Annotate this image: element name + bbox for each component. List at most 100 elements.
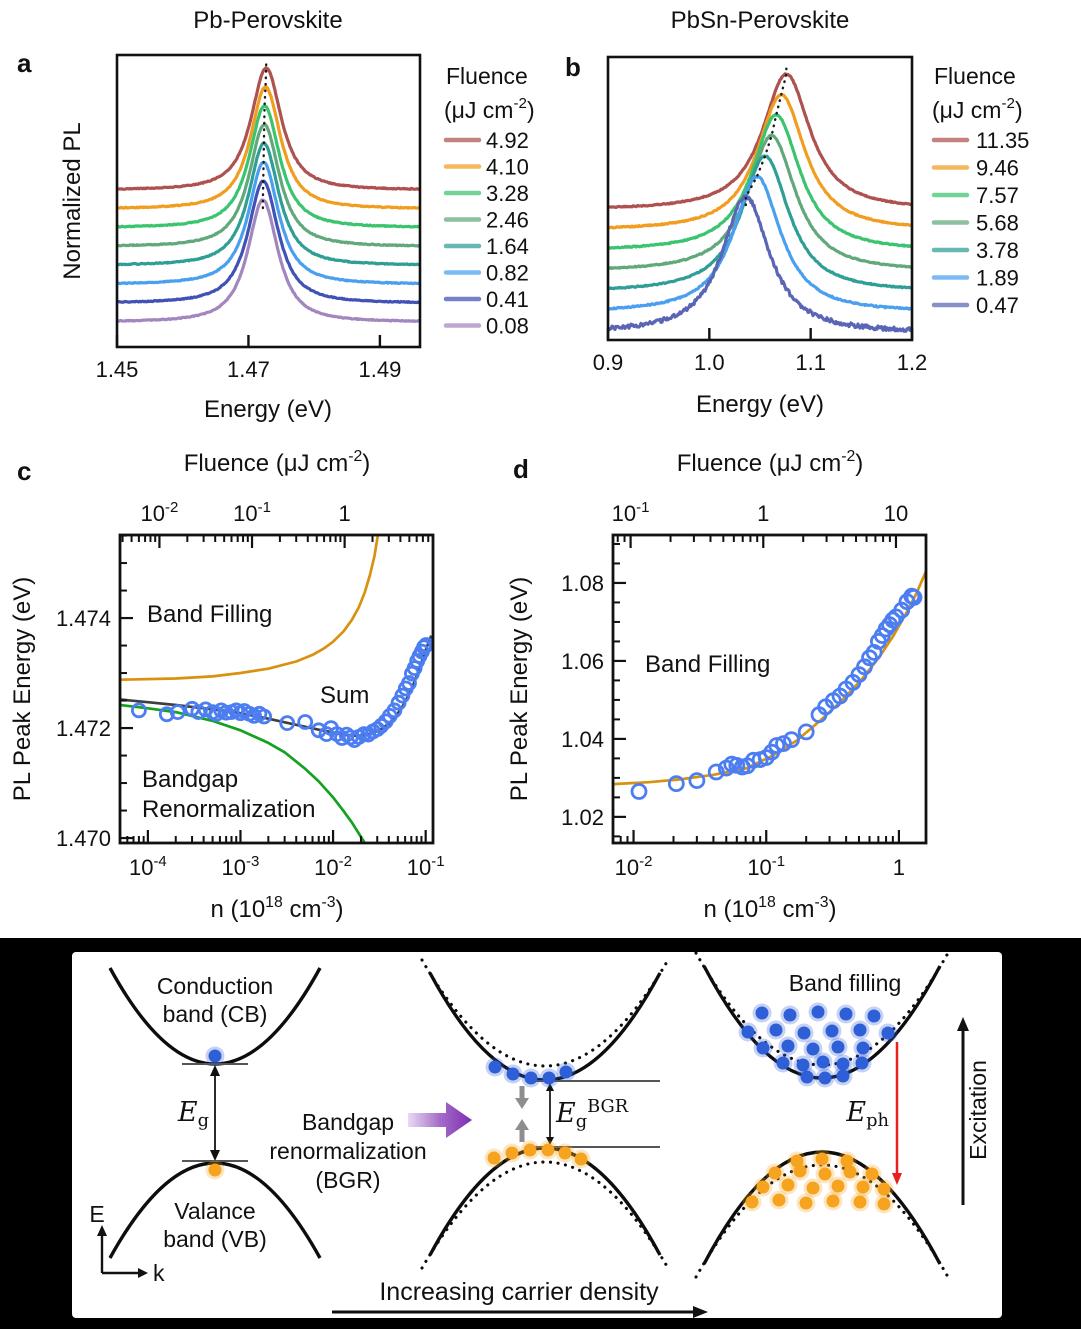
fit-curve-band-filling bbox=[120, 535, 380, 682]
hole-dot bbox=[523, 1143, 537, 1157]
vb-parabola-right-solid bbox=[702, 1150, 942, 1265]
pl-curve-7.57 bbox=[608, 113, 912, 250]
data-point bbox=[416, 639, 432, 656]
electron-dot bbox=[811, 1005, 825, 1019]
peak-shift-guide bbox=[261, 60, 268, 210]
hole-dot bbox=[799, 1196, 813, 1210]
hole-dot bbox=[853, 1195, 867, 1209]
panel-d-ylabel: PL Peak Energy (eV) bbox=[506, 577, 533, 802]
electron-dot bbox=[741, 1025, 755, 1039]
x-tick-label: 1.45 bbox=[96, 357, 139, 382]
electron-dot bbox=[797, 1026, 811, 1040]
electron-dot bbox=[856, 1041, 870, 1055]
pl-curve-11.35 bbox=[608, 72, 912, 210]
panel-b-plot: 0.9 1.0 1.1 1.2 11.35 9.467.57 5.683.78 1.890.4… bbox=[593, 55, 1029, 375]
energy-axis-label: E bbox=[89, 1201, 104, 1227]
pl-curve-0.08 bbox=[117, 198, 420, 323]
electron-dot bbox=[831, 1040, 845, 1054]
pl-curve-1.64 bbox=[117, 141, 420, 267]
tick-label: 10-2 bbox=[615, 853, 653, 880]
panel-a-ylabel: Normalized PL bbox=[59, 122, 86, 279]
hole-dot bbox=[541, 1143, 555, 1157]
legend-value: 2.46 bbox=[486, 208, 529, 233]
data-point bbox=[797, 723, 815, 741]
x-tick-label: 1.1 bbox=[795, 350, 826, 375]
pl-curve-0.82 bbox=[117, 161, 420, 286]
tick-label: 10-1 bbox=[747, 853, 785, 880]
panel-c-ylabel: PL Peak Energy (eV) bbox=[9, 577, 36, 802]
legend-value: 3.28 bbox=[486, 181, 529, 206]
data-point bbox=[373, 718, 390, 734]
hole-dot bbox=[865, 1167, 879, 1181]
y-tick-label: 1.06 bbox=[561, 649, 604, 674]
pl-curve-4.92 bbox=[117, 66, 420, 191]
fit-curve-bandgap-renormalization bbox=[120, 703, 366, 843]
annotation-band-filling-c: Band Filling bbox=[147, 601, 272, 628]
plot-frame bbox=[606, 55, 914, 342]
data-point bbox=[169, 704, 186, 720]
legend-value: 4.92 bbox=[486, 128, 529, 153]
data-point bbox=[775, 735, 792, 752]
cb-label-line1: Conduction bbox=[157, 973, 273, 999]
y-tick-label: 1.04 bbox=[561, 727, 604, 752]
x-tick-label: 1.2 bbox=[897, 350, 928, 375]
electron-dot bbox=[488, 1060, 502, 1074]
peak-shift-guide bbox=[744, 66, 788, 207]
bgr-label-line3: (BGR) bbox=[315, 1167, 380, 1193]
pl-curve-3.78 bbox=[608, 154, 912, 291]
legend-value: 0.41 bbox=[486, 287, 529, 312]
tick-label: 10-4 bbox=[129, 853, 167, 880]
carrier-dots bbox=[205, 1002, 898, 1214]
tick-label: 10-1 bbox=[233, 499, 271, 526]
legend-value: 9.46 bbox=[976, 156, 1019, 181]
data-point bbox=[386, 702, 403, 719]
electron-dot bbox=[867, 1009, 881, 1023]
eg-bgr-label: EgBGR bbox=[555, 1096, 629, 1132]
x-tick-label: 1.47 bbox=[227, 357, 270, 382]
momentum-axis-label: k bbox=[153, 1260, 165, 1286]
annotation-bgr-line1: Bandgap bbox=[142, 766, 238, 793]
hole-dot bbox=[781, 1178, 795, 1192]
annotation-bgr-line2: Renormalization bbox=[142, 796, 315, 823]
band-filling-label: Band filling bbox=[789, 970, 902, 996]
x-tick-label: 1.49 bbox=[358, 357, 401, 382]
electron-dot bbox=[783, 1008, 797, 1022]
data-point bbox=[688, 772, 706, 789]
electron-dot bbox=[853, 1023, 867, 1037]
hole-dot bbox=[815, 1152, 829, 1166]
data-point bbox=[369, 721, 386, 738]
pl-curve-3.28 bbox=[117, 104, 420, 229]
increasing-density-label: Increasing carrier density bbox=[379, 1278, 659, 1306]
hole-dot bbox=[826, 1194, 840, 1208]
legend-value: 11.35 bbox=[976, 128, 1029, 153]
eph-label: Eph bbox=[845, 1097, 889, 1131]
pl-curve-2.46 bbox=[117, 122, 420, 248]
electron-dot bbox=[756, 1041, 770, 1055]
panel-b-legend-units: (μJ cm-2) bbox=[932, 95, 1023, 123]
legend-value: 1.64 bbox=[486, 234, 529, 259]
electron-dot bbox=[836, 1057, 850, 1071]
data-point bbox=[707, 763, 725, 781]
hole-dot bbox=[818, 1167, 832, 1181]
hole-dot bbox=[756, 1180, 770, 1194]
vb-label-line2: band (VB) bbox=[163, 1226, 267, 1252]
panel-c-top-axis-title: Fluence (μJ cm-2) bbox=[184, 448, 371, 477]
plot-area bbox=[608, 66, 912, 333]
bgr-label-line2: renormalization bbox=[269, 1138, 426, 1164]
tick-label: 10-1 bbox=[612, 499, 650, 526]
increasing-density-arrow bbox=[332, 1306, 708, 1318]
tick-label: 1 bbox=[893, 855, 905, 880]
pl-curve-4.10 bbox=[117, 85, 420, 210]
tick-label: 1 bbox=[339, 501, 351, 526]
panel-c-bottom-axis-title: n (1018 cm-3) bbox=[210, 894, 343, 923]
electron-dot bbox=[836, 1069, 850, 1083]
hole-dot bbox=[877, 1197, 891, 1211]
legend-value: 1.89 bbox=[976, 266, 1019, 291]
electron-dot bbox=[506, 1067, 520, 1081]
electron-dot bbox=[524, 1071, 538, 1085]
cb-label-line2: band (CB) bbox=[163, 1001, 268, 1027]
hole-dot bbox=[793, 1164, 807, 1178]
electron-dot bbox=[806, 1042, 820, 1056]
electron-dot bbox=[769, 1023, 783, 1037]
